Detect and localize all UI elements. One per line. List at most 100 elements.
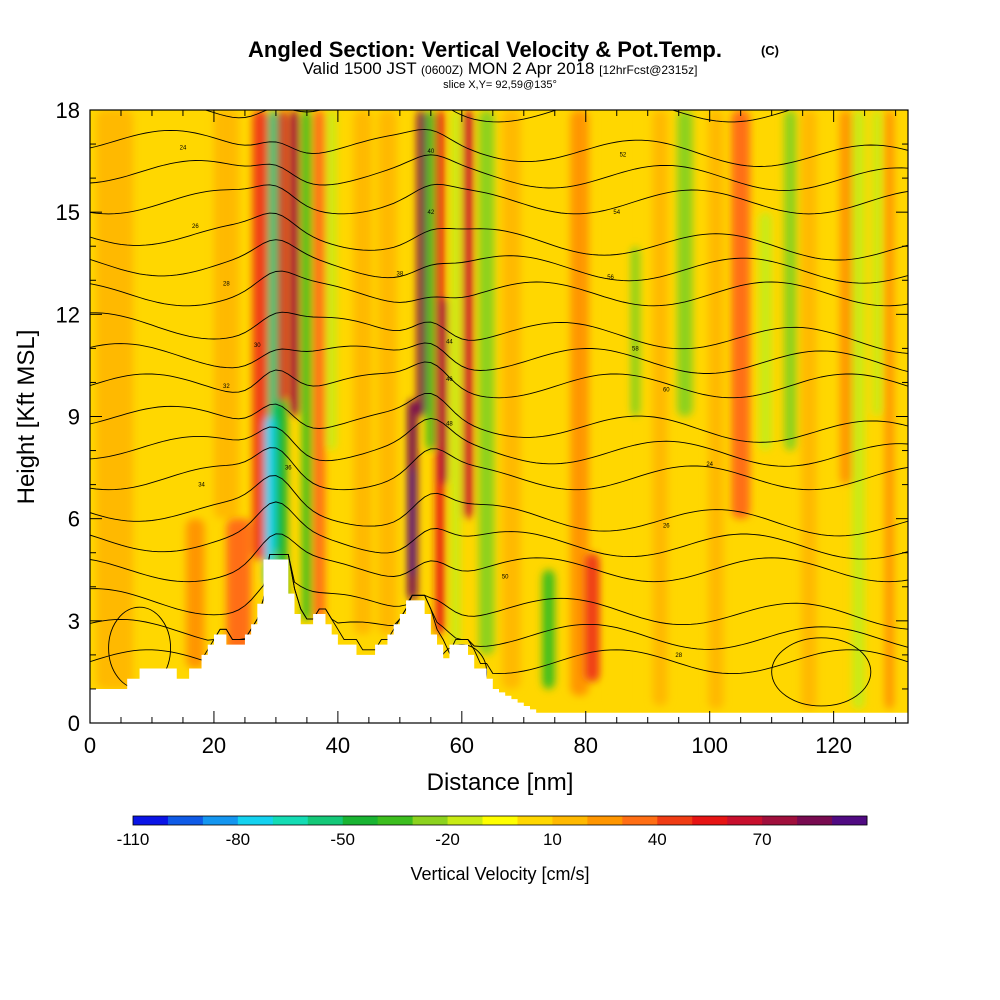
- contour-label: 56: [607, 275, 614, 281]
- colorbar-tick-labels: -110 -80 -50 -20 10 40 70: [117, 830, 772, 849]
- theta-contour-closed: [771, 637, 872, 707]
- field-band: [759, 212, 772, 451]
- colorbar-swatch: [727, 816, 763, 825]
- y-tick-label: 0: [68, 711, 80, 736]
- theta-contour: [90, 553, 908, 630]
- field-band: [801, 110, 817, 710]
- y-tick-label: 9: [68, 405, 80, 430]
- colorbar-swatch: [377, 816, 414, 825]
- field-band: [884, 110, 895, 710]
- contour-label: 46: [446, 377, 453, 383]
- colorbar-swatch: [447, 816, 484, 825]
- colorbar-swatch: [482, 816, 518, 825]
- theta-contour: [90, 501, 908, 560]
- contour-label: 44: [446, 340, 453, 346]
- colorbar-swatch: [552, 816, 588, 825]
- colorbar-swatch: [762, 816, 798, 825]
- field-band: [478, 110, 495, 655]
- colorbar-title: Vertical Velocity [cm/s]: [410, 864, 589, 884]
- theta-contour: [90, 417, 908, 467]
- theta-contour: [90, 393, 908, 443]
- colorbar-tick-label: -80: [226, 830, 251, 849]
- field-band: [378, 110, 397, 635]
- y-tick-label: 6: [68, 507, 80, 532]
- colorbar-tick-label: 40: [648, 830, 667, 849]
- field-band: [584, 552, 600, 683]
- field-band: [463, 110, 473, 519]
- field-band: [872, 110, 882, 417]
- field-band: [186, 518, 205, 669]
- theta-contour: [90, 212, 908, 261]
- contour-label: 28: [675, 653, 682, 659]
- field-band: [450, 110, 461, 645]
- field-band: [96, 110, 134, 689]
- x-tick-label: 60: [450, 733, 474, 758]
- field-band: [502, 110, 521, 689]
- contour-label: 26: [192, 224, 199, 230]
- contour-label: 50: [502, 575, 509, 581]
- colorbar-swatch: [797, 816, 833, 825]
- x-tick-label: 120: [815, 733, 852, 758]
- colorbar-tick-label: -50: [330, 830, 355, 849]
- colorbar-tick-label: 70: [753, 830, 772, 849]
- field-band: [839, 110, 853, 485]
- x-tick-label: 100: [691, 733, 728, 758]
- field-band: [213, 110, 239, 519]
- colorbar-swatch: [272, 816, 309, 825]
- forecast-tag: [12hrFcst@2315z]: [599, 63, 697, 77]
- field-band: [313, 110, 325, 621]
- field-band: [652, 110, 668, 706]
- x-tick-label: 20: [202, 733, 226, 758]
- contour-label: 34: [198, 483, 205, 489]
- field-band: [439, 297, 447, 485]
- colorbar-swatch: [517, 816, 553, 825]
- theta-contour: [90, 361, 908, 399]
- field-band: [327, 110, 337, 451]
- contour-label: 52: [620, 152, 627, 158]
- theta-contour: [90, 553, 908, 650]
- colorbar-tick-label: -110: [117, 830, 150, 849]
- colorbar-swatch: [133, 816, 169, 825]
- colorbar-swatch: [412, 816, 449, 825]
- x-tick-label: 0: [84, 733, 96, 758]
- valid-prefix: Valid 1500 JST: [303, 59, 417, 78]
- chart-subtitle: Valid 1500 JST (0600Z) MON 2 Apr 2018 [1…: [303, 59, 698, 78]
- field-band: [708, 110, 724, 710]
- theta-contour: [90, 154, 908, 191]
- field-band: [852, 110, 865, 710]
- y-tick-label: 12: [56, 302, 80, 327]
- theta-contour: [90, 128, 908, 167]
- contour-labels: 24 26 28 30 32 34 36 38 40 42 44 46 48 50 52 54 56 58 60 24…: [180, 145, 714, 658]
- colorbar-swatch: [692, 816, 728, 825]
- x-tick-label: 40: [326, 733, 350, 758]
- field-band: [426, 110, 436, 451]
- field-band: [302, 110, 312, 621]
- contour-label: 60: [663, 387, 670, 393]
- theta-contour: [90, 342, 908, 374]
- field-band: [353, 110, 372, 635]
- velocity-field: [96, 110, 895, 710]
- theta-contour: [90, 475, 908, 537]
- y-axis-label: Height [Kft MSL]: [13, 330, 40, 505]
- field-band: [417, 110, 426, 417]
- field-band: [277, 110, 287, 417]
- contour-label: 26: [663, 523, 670, 529]
- contour-label: 40: [427, 149, 434, 155]
- field-band: [252, 110, 269, 560]
- colorbar: [132, 815, 868, 826]
- colorbar-frame: [132, 815, 868, 826]
- field-band: [731, 110, 750, 519]
- chart-title-tag: (C): [761, 43, 779, 58]
- colorbar-swatch: [342, 816, 379, 825]
- valid-date: MON 2 Apr 2018: [468, 59, 595, 78]
- field-band: [610, 110, 623, 706]
- colorbar-swatch: [167, 816, 204, 825]
- colorbar-swatch: [622, 816, 658, 825]
- colorbar-tick-label: 10: [543, 830, 562, 849]
- field-band: [226, 518, 252, 676]
- theta-contour: [90, 533, 908, 583]
- contour-label: 30: [254, 343, 261, 349]
- contour-label: 28: [223, 282, 230, 288]
